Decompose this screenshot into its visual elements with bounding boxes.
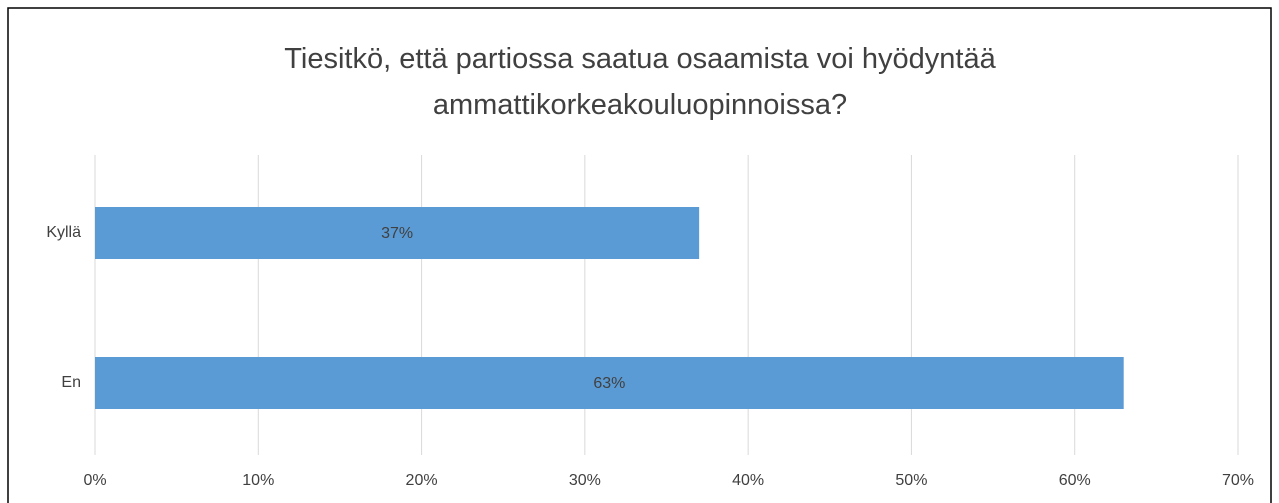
x-tick-label: 10% [242, 472, 274, 489]
x-tick-label: 50% [895, 472, 927, 489]
bar [95, 207, 700, 259]
x-tick-label: 0% [83, 472, 106, 489]
x-tick-label: 30% [569, 472, 601, 489]
x-tick-label: 20% [406, 472, 438, 489]
x-tick-label: 70% [1222, 472, 1254, 489]
y-tick-label: En [61, 374, 81, 391]
bar [95, 357, 1124, 409]
x-tick-label: 40% [732, 472, 764, 489]
value-label: 37% [381, 225, 413, 242]
y-tick-label: Kyllä [46, 224, 81, 241]
x-tick-label: 60% [1059, 472, 1091, 489]
value-label: 63% [593, 375, 625, 392]
chart-border [7, 7, 1272, 503]
chart-title: Tiesitkö, että partiossa saatua osaamist… [284, 43, 996, 121]
